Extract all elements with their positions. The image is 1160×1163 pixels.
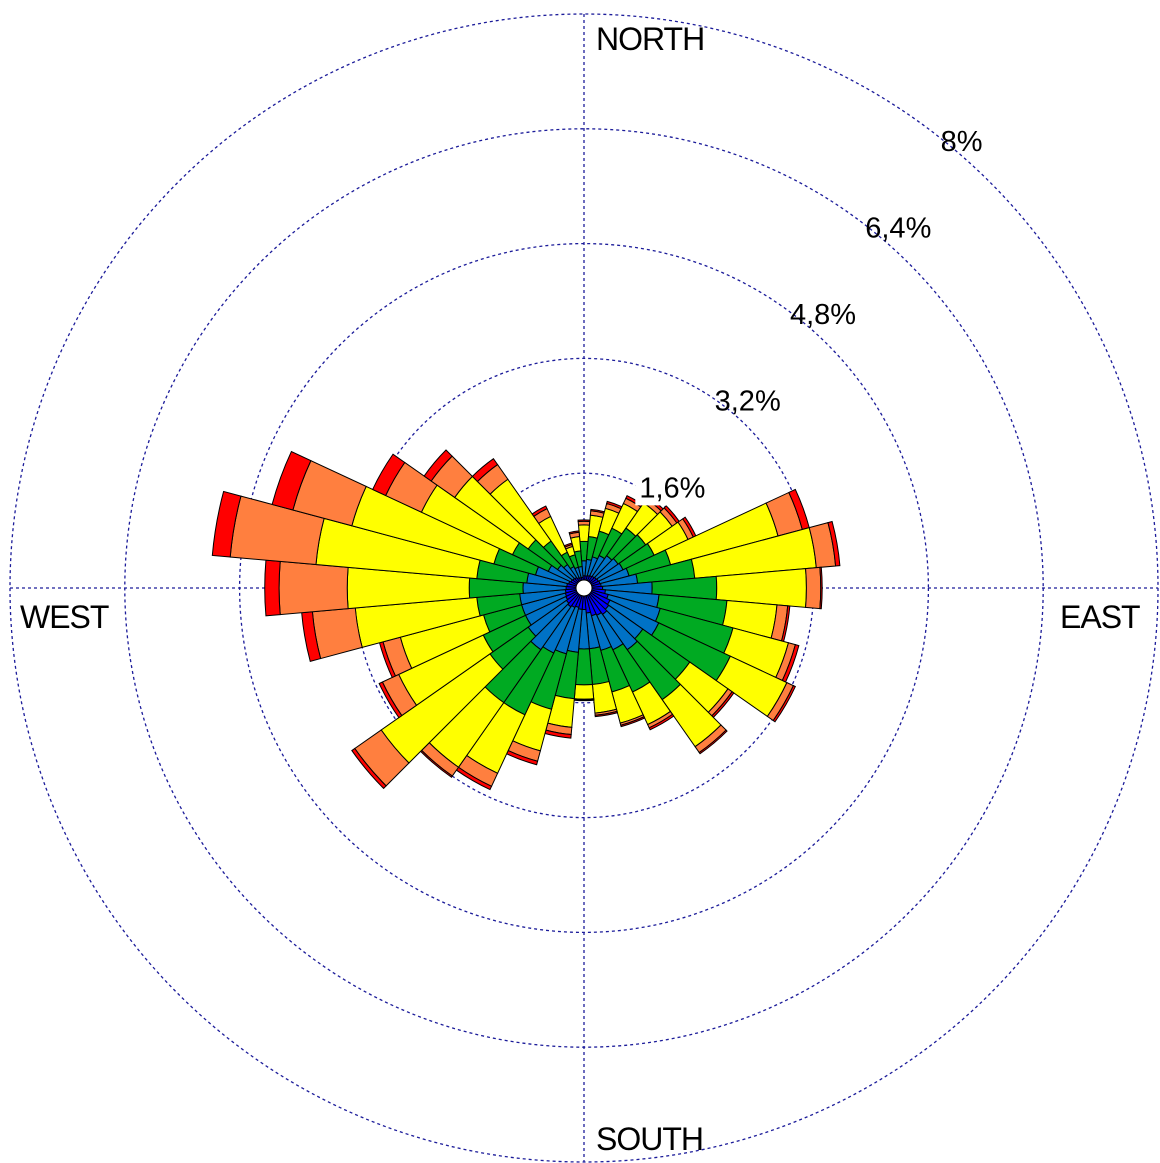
petal-320deg-band-6 — [471, 458, 499, 483]
petal-270deg-band-5 — [278, 560, 349, 616]
petal-180deg-band-6 — [573, 698, 595, 702]
petal-0deg-band-6 — [577, 519, 591, 523]
petal-90deg-band-5 — [805, 566, 822, 610]
petal-230deg-band-6 — [351, 747, 387, 790]
ring-labels: 1,6% 3,2% 4,8% 6,4% 8% — [635, 126, 982, 506]
grid — [9, 13, 1159, 1163]
petal-150deg-band-6 — [648, 713, 675, 731]
ring-label-5: 8% — [941, 126, 983, 158]
petal-330deg-band-6 — [531, 505, 548, 517]
north-label: NORTH — [596, 21, 704, 57]
petal-300deg-band-6 — [371, 453, 406, 497]
petal-120deg-band-6 — [772, 684, 797, 723]
petal-80deg-band-6 — [827, 520, 841, 567]
ring-label-4: 6,4% — [865, 212, 931, 244]
ring-label-3: 4,8% — [790, 299, 856, 331]
petal-280deg-band-6 — [211, 490, 242, 558]
petal-170deg-band-6 — [594, 710, 619, 718]
calm-center-circle — [575, 579, 593, 597]
petal-240deg-band-6 — [378, 681, 403, 719]
petal-140deg-band-6 — [698, 729, 728, 755]
petal-160deg-band-6 — [620, 716, 646, 728]
south-label: SOUTH — [596, 1121, 703, 1157]
ring-label-background — [635, 471, 724, 506]
petal-290deg-band-6 — [271, 450, 312, 511]
east-label: EAST — [1060, 599, 1140, 635]
petal-270deg-band-6 — [264, 559, 281, 617]
wind-petals — [211, 449, 841, 791]
petal-180deg-band-4 — [573, 683, 595, 700]
ring-label-1: 1,6% — [639, 472, 705, 504]
petal-310deg-band-6 — [423, 449, 453, 482]
west-label: WEST — [20, 599, 109, 635]
petal-260deg-band-5 — [311, 607, 363, 660]
petal-90deg-band-6 — [819, 566, 823, 610]
petal-350deg-band-6 — [568, 530, 580, 535]
ring-label-2: 3,2% — [715, 386, 781, 418]
